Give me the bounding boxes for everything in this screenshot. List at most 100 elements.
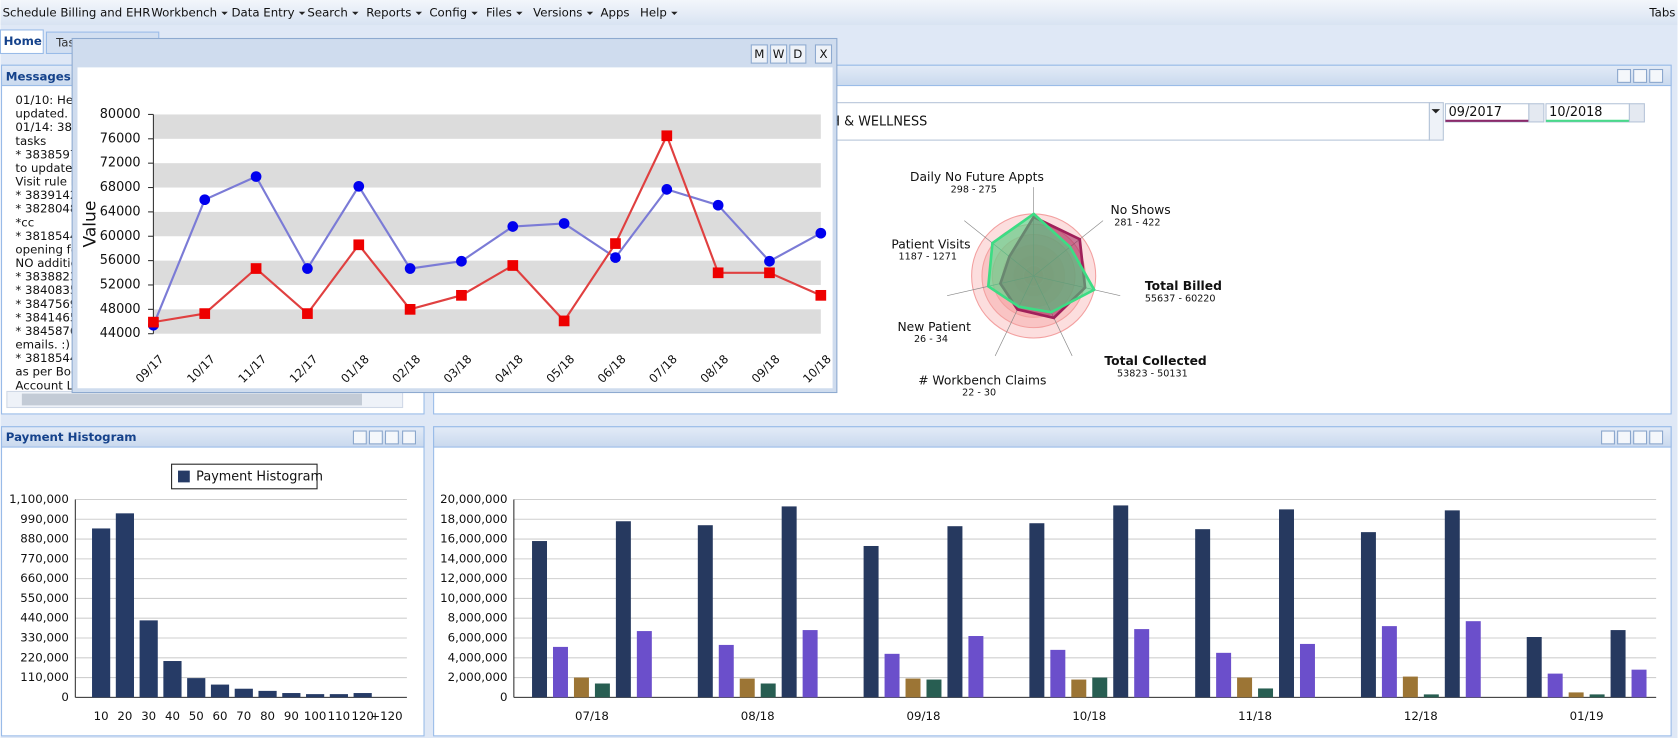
menu-item[interactable]: Reports <box>366 5 411 19</box>
point <box>199 308 211 319</box>
point <box>507 221 519 232</box>
message-line[interactable]: * 3818544: <box>15 351 81 365</box>
bar <box>1444 510 1460 698</box>
grid-band <box>153 211 821 237</box>
menu-arrow <box>586 11 594 15</box>
tab-label[interactable]: Tas <box>55 35 75 49</box>
menu-item[interactable]: Config <box>429 5 467 19</box>
bar <box>210 684 230 698</box>
y-tick-label: 14,000,000 <box>440 551 507 565</box>
menu-arrow <box>415 11 423 15</box>
tab-label[interactable]: Home <box>4 34 42 48</box>
tab-home[interactable] <box>0 29 44 55</box>
x-tick-label: 01/19 <box>1570 709 1604 723</box>
menu-item[interactable]: Help <box>640 5 667 19</box>
bar <box>552 646 568 698</box>
x-tick-label: 70 <box>236 709 251 723</box>
y-tick-label: 1,100,000 <box>9 492 69 506</box>
popup-button-label[interactable]: X <box>819 47 827 61</box>
y-tick-label: 990,000 <box>20 512 69 526</box>
y-tick-label: 12,000,000 <box>440 571 507 585</box>
bar <box>1092 677 1108 698</box>
radar-axis-sublabel: 281 - 422 <box>1114 217 1160 228</box>
bar <box>760 683 776 698</box>
message-line[interactable]: *cc <box>15 215 34 229</box>
popup-button[interactable] <box>789 44 807 64</box>
bar <box>187 678 206 698</box>
date-from[interactable]: 09/2017 <box>1449 105 1502 120</box>
point <box>558 218 570 229</box>
legend-swatch <box>178 470 190 483</box>
message-line[interactable]: * 3845876: <box>15 324 81 338</box>
radar-axis-sublabel: 55637 - 60220 <box>1145 293 1216 304</box>
bar <box>1547 673 1563 698</box>
bar <box>1258 688 1274 698</box>
menu-item[interactable]: Billing and EHR <box>60 5 150 19</box>
bar <box>1423 694 1439 698</box>
point <box>250 263 262 274</box>
date-to[interactable]: 10/2018 <box>1549 105 1602 120</box>
menu-arrow <box>516 11 523 15</box>
popup-button[interactable] <box>770 44 788 64</box>
bar <box>739 678 755 698</box>
message-line[interactable]: * 3847569: <box>15 297 81 311</box>
bar <box>926 679 942 698</box>
x-tick-label: +120 <box>370 709 402 723</box>
bar <box>163 661 182 698</box>
legend-box <box>171 463 318 490</box>
message-line[interactable]: * 3838597: <box>15 147 81 161</box>
bar <box>905 678 921 698</box>
message-line: Visit rule ins <box>15 175 87 189</box>
message-line: opening for <box>15 242 83 256</box>
message-line[interactable]: * 3841465: <box>15 310 81 324</box>
x-tick-label: 09/18 <box>907 709 941 723</box>
message-line: as per Body <box>15 365 85 379</box>
message-line[interactable]: * 3839142: <box>15 188 81 202</box>
x-tick-label: 11/18 <box>1238 709 1272 723</box>
y-tick-label: 16,000,000 <box>440 532 507 546</box>
y-tick-label: 110,000 <box>20 670 69 684</box>
bar <box>1195 529 1211 698</box>
bar <box>594 683 610 698</box>
bar <box>1216 652 1232 698</box>
popup-button-label[interactable]: M <box>754 47 764 61</box>
message-line[interactable]: * 3828048: <box>15 202 81 216</box>
message-line[interactable]: * 3840835: <box>15 283 81 297</box>
x-tick-label: 40 <box>165 709 180 723</box>
popup-button[interactable] <box>814 44 833 64</box>
menu-item[interactable]: Workbench <box>151 5 217 19</box>
menu-bar <box>0 0 1678 26</box>
radar-axis-label: New Patient <box>897 320 971 334</box>
menu-item[interactable]: Files <box>486 5 512 19</box>
y-tick-label: 4,000,000 <box>448 650 508 664</box>
popup-button-label[interactable]: D <box>793 47 802 61</box>
popup-button-label[interactable]: W <box>773 47 785 61</box>
menu-item[interactable]: Data Entry <box>231 5 294 19</box>
x-tick-label: 30 <box>141 709 156 723</box>
popup-button[interactable] <box>750 44 768 64</box>
menu-item[interactable]: Search <box>307 5 347 19</box>
y-tick-label: 550,000 <box>20 591 69 605</box>
bar <box>1526 637 1542 698</box>
bar <box>1402 676 1418 698</box>
x-tick-label: 12/18 <box>1404 709 1438 723</box>
message-line: 01/10: Help <box>15 93 83 107</box>
menu-item[interactable]: Versions <box>533 5 582 19</box>
menu-item[interactable]: Schedule <box>3 5 57 19</box>
y-tick-label: 660,000 <box>20 571 69 585</box>
message-line[interactable]: * 3818544: <box>15 229 81 243</box>
menu-tabs[interactable]: Tabs <box>1648 5 1675 19</box>
message-line: NO additio <box>15 256 77 270</box>
x-tick-label: 80 <box>260 709 275 723</box>
x-tick-label: 90 <box>284 709 299 723</box>
radar-axis-sublabel: 22 - 30 <box>962 388 996 399</box>
bar <box>139 620 158 698</box>
y-tick-label: 48000 <box>100 302 141 317</box>
message-line: 01/14: 3836 <box>15 120 86 134</box>
menu-item[interactable]: Apps <box>600 5 629 19</box>
bar <box>282 693 301 698</box>
message-line[interactable]: * 3838823: <box>15 270 81 284</box>
